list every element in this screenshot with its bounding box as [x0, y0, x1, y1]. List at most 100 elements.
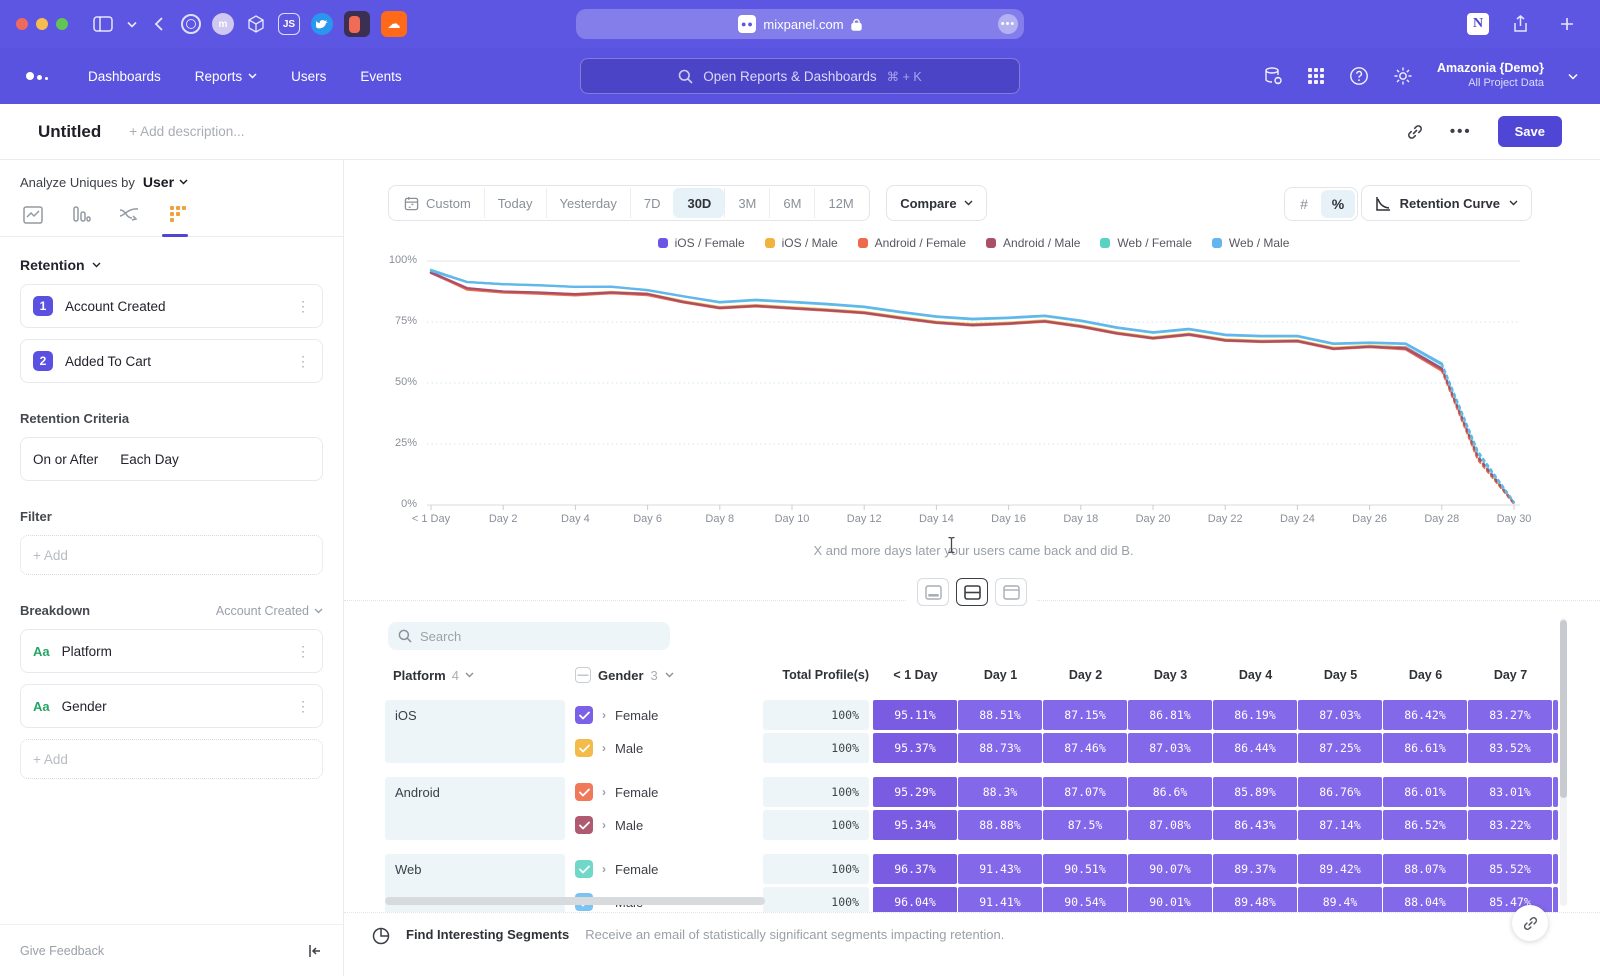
minimize-window-button[interactable] — [36, 18, 48, 30]
add-filter-button[interactable]: + Add — [20, 535, 323, 575]
retention-value-cell[interactable]: 89.48% — [1213, 887, 1297, 912]
criteria-mode[interactable]: On or After — [33, 451, 99, 467]
tab-retention-icon[interactable] — [166, 204, 188, 226]
retention-criteria-card[interactable]: On or After Each Day — [20, 437, 323, 481]
range-12m[interactable]: 12M — [814, 188, 866, 218]
platform-cell[interactable]: Android — [385, 777, 565, 840]
tab-funnels-icon[interactable] — [70, 204, 92, 226]
retention-value-cell[interactable]: 87.14% — [1298, 810, 1382, 840]
retention-value-cell[interactable]: 86.19% — [1213, 700, 1297, 730]
retention-value-cell[interactable]: 95.37% — [873, 733, 957, 763]
retention-value-cell[interactable]: 86.76% — [1298, 777, 1382, 807]
range-6m[interactable]: 6M — [769, 188, 814, 218]
share-icon[interactable] — [1512, 15, 1529, 33]
platform-column-header[interactable]: Platform 4 — [385, 668, 565, 683]
gender-cell[interactable]: › Female — [575, 783, 755, 801]
day-column-header[interactable]: Day 2 — [1068, 668, 1103, 682]
retention-value-cell[interactable]: 95.29% — [873, 777, 957, 807]
retention-value-cell[interactable]: 95.34% — [873, 810, 957, 840]
row-checkbox[interactable] — [575, 816, 593, 834]
retention-value-cell[interactable]: 89.37% — [1213, 854, 1297, 884]
chart-type-selector[interactable]: Retention Curve — [1360, 185, 1532, 221]
retention-value-cell[interactable]: 87.5% — [1043, 810, 1127, 840]
gender-cell[interactable]: › Female — [575, 706, 755, 724]
retention-value-cell[interactable]: 83.27% — [1468, 700, 1552, 730]
indeterminate-checkbox[interactable]: — — [575, 667, 591, 683]
retention-value-cell[interactable]: 86.44% — [1213, 733, 1297, 763]
kebab-menu-icon[interactable]: ⋮ — [296, 697, 310, 714]
retention-section-header[interactable]: Retention — [20, 257, 323, 273]
day-column-header[interactable]: < 1 Day — [893, 668, 938, 682]
kebab-menu-icon[interactable]: ⋮ — [296, 297, 310, 314]
notion-extension-icon[interactable]: N — [1467, 13, 1489, 35]
retention-value-cell[interactable]: 87.08% — [1128, 810, 1212, 840]
save-button[interactable]: Save — [1497, 116, 1562, 147]
back-icon[interactable] — [154, 16, 164, 32]
copy-link-icon[interactable] — [1406, 123, 1424, 141]
retention-value-cell[interactable]: 96.37% — [873, 854, 957, 884]
range-3m[interactable]: 3M — [724, 188, 769, 218]
retention-value-cell[interactable]: 87.03% — [1298, 700, 1382, 730]
breakdown-scope-selector[interactable]: Account Created — [216, 604, 323, 618]
expand-row-icon[interactable]: › — [602, 785, 606, 799]
account-switcher[interactable]: Amazonia {Demo} All Project Data — [1437, 61, 1544, 90]
retention-step-1[interactable]: 1 Account Created ⋮ — [20, 284, 323, 328]
retention-value-cell[interactable]: 96.04% — [873, 887, 957, 912]
split-view-button[interactable] — [956, 578, 988, 606]
vertical-scrollbar-thumb[interactable] — [1560, 620, 1567, 798]
criteria-interval[interactable]: Each Day — [120, 451, 179, 467]
expand-row-icon[interactable]: › — [602, 741, 606, 755]
unit-count-toggle[interactable]: # — [1300, 196, 1308, 212]
add-breakdown-button[interactable]: + Add — [20, 739, 323, 779]
retention-value-cell[interactable]: 86.52% — [1383, 810, 1467, 840]
help-icon[interactable] — [1349, 66, 1369, 86]
legend-item[interactable]: Web / Female — [1100, 236, 1192, 250]
range-7d[interactable]: 7D — [629, 188, 674, 218]
retention-value-cell[interactable]: 83.52% — [1468, 733, 1552, 763]
segments-title[interactable]: Find Interesting Segments — [406, 927, 570, 942]
retention-value-cell[interactable]: 86.43% — [1213, 810, 1297, 840]
platform-cell[interactable]: iOS — [385, 700, 565, 763]
retention-value-cell[interactable]: 88.88% — [958, 810, 1042, 840]
maximize-window-button[interactable] — [56, 18, 68, 30]
retention-value-cell[interactable]: 90.54% — [1043, 887, 1127, 912]
give-feedback-link[interactable]: Give Feedback — [20, 943, 105, 958]
horizontal-scrollbar[interactable] — [385, 897, 765, 905]
retention-value-cell[interactable]: 89.4% — [1298, 887, 1382, 912]
apps-grid-icon[interactable] — [1307, 67, 1325, 85]
table-search-input[interactable]: Search — [388, 622, 670, 650]
nav-users[interactable]: Users — [291, 68, 327, 84]
extension-screen-icon[interactable] — [344, 11, 370, 37]
retention-value-cell[interactable]: 83.01% — [1468, 777, 1552, 807]
extension-timer-icon[interactable] — [181, 14, 201, 34]
extension-m-icon[interactable]: m — [212, 13, 234, 35]
address-bar-more-icon[interactable]: ••• — [998, 14, 1018, 34]
nav-dashboards[interactable]: Dashboards — [88, 68, 161, 84]
retention-value-cell[interactable]: 91.43% — [958, 854, 1042, 884]
kebab-menu-icon[interactable]: ⋮ — [296, 352, 310, 369]
legend-item[interactable]: Android / Female — [857, 236, 966, 250]
analyze-entity-selector[interactable]: User — [143, 174, 188, 190]
retention-value-cell[interactable]: 87.07% — [1043, 777, 1127, 807]
retention-value-cell[interactable]: 86.61% — [1383, 733, 1467, 763]
expand-row-icon[interactable]: › — [602, 862, 606, 876]
report-description-placeholder[interactable]: + Add description... — [129, 124, 245, 139]
more-options-icon[interactable]: ••• — [1449, 123, 1472, 140]
day-column-header[interactable]: Day 6 — [1408, 668, 1443, 682]
retention-step-2[interactable]: 2 Added To Cart ⋮ — [20, 339, 323, 383]
address-bar[interactable]: ●● mixpanel.com ••• — [576, 9, 1024, 39]
settings-gear-icon[interactable] — [1393, 66, 1413, 86]
retention-value-cell[interactable]: 90.01% — [1128, 887, 1212, 912]
retention-value-cell[interactable]: 88.51% — [958, 700, 1042, 730]
legend-item[interactable]: Web / Male — [1211, 236, 1289, 250]
row-checkbox[interactable] — [575, 739, 593, 757]
day-column-header[interactable]: Day 5 — [1323, 668, 1358, 682]
retention-value-cell[interactable]: 86.81% — [1128, 700, 1212, 730]
extension-cube-icon[interactable] — [245, 13, 267, 35]
retention-value-cell[interactable]: 87.03% — [1128, 733, 1212, 763]
tab-insights-icon[interactable] — [22, 204, 44, 226]
range-today[interactable]: Today — [483, 188, 546, 218]
gender-column-header[interactable]: — Gender 3 — [575, 667, 755, 683]
retention-value-cell[interactable]: 91.41% — [958, 887, 1042, 912]
table-only-view-button[interactable] — [995, 578, 1027, 606]
